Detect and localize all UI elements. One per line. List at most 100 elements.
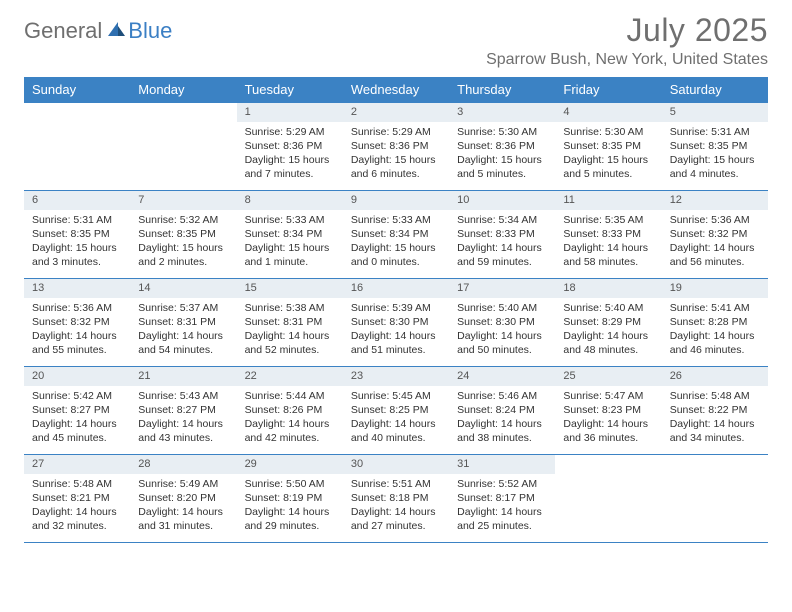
sunrise-line: Sunrise: 5:32 AM xyxy=(138,214,218,226)
day-details: Sunrise: 5:52 AMSunset: 8:17 PMDaylight:… xyxy=(449,474,555,538)
sunset-line: Sunset: 8:32 PM xyxy=(670,228,748,240)
sunset-line: Sunset: 8:23 PM xyxy=(563,404,641,416)
sunset-line: Sunset: 8:35 PM xyxy=(32,228,110,240)
sunrise-line: Sunrise: 5:31 AM xyxy=(670,126,750,138)
calendar-day-cell: .. xyxy=(662,455,768,543)
daylight-line: Daylight: 15 hours and 5 minutes. xyxy=(457,154,542,180)
calendar-day-cell: 3Sunrise: 5:30 AMSunset: 8:36 PMDaylight… xyxy=(449,103,555,191)
calendar-day-cell: 23Sunrise: 5:45 AMSunset: 8:25 PMDayligh… xyxy=(343,367,449,455)
sunset-line: Sunset: 8:35 PM xyxy=(563,140,641,152)
day-details: Sunrise: 5:48 AMSunset: 8:21 PMDaylight:… xyxy=(24,474,130,538)
sunrise-line: Sunrise: 5:51 AM xyxy=(351,478,431,490)
month-title: July 2025 xyxy=(486,12,768,49)
calendar-day-cell: 19Sunrise: 5:41 AMSunset: 8:28 PMDayligh… xyxy=(662,279,768,367)
sunset-line: Sunset: 8:36 PM xyxy=(245,140,323,152)
daylight-line: Daylight: 15 hours and 6 minutes. xyxy=(351,154,436,180)
day-number: 9 xyxy=(343,191,449,210)
sunrise-line: Sunrise: 5:40 AM xyxy=(563,302,643,314)
day-number: 5 xyxy=(662,103,768,122)
calendar-week-row: 6Sunrise: 5:31 AMSunset: 8:35 PMDaylight… xyxy=(24,191,768,279)
calendar-day-cell: 2Sunrise: 5:29 AMSunset: 8:36 PMDaylight… xyxy=(343,103,449,191)
day-details: Sunrise: 5:39 AMSunset: 8:30 PMDaylight:… xyxy=(343,298,449,362)
day-number: 4 xyxy=(555,103,661,122)
sunset-line: Sunset: 8:33 PM xyxy=(563,228,641,240)
calendar-day-cell: .. xyxy=(130,103,236,191)
sunset-line: Sunset: 8:20 PM xyxy=(138,492,216,504)
daylight-line: Daylight: 15 hours and 5 minutes. xyxy=(563,154,648,180)
sunset-line: Sunset: 8:27 PM xyxy=(32,404,110,416)
calendar-day-cell: 5Sunrise: 5:31 AMSunset: 8:35 PMDaylight… xyxy=(662,103,768,191)
sunrise-line: Sunrise: 5:36 AM xyxy=(32,302,112,314)
daylight-line: Daylight: 14 hours and 42 minutes. xyxy=(245,418,330,444)
sunrise-line: Sunrise: 5:38 AM xyxy=(245,302,325,314)
day-number: 22 xyxy=(237,367,343,386)
sunrise-line: Sunrise: 5:50 AM xyxy=(245,478,325,490)
day-number: 16 xyxy=(343,279,449,298)
daylight-line: Daylight: 14 hours and 40 minutes. xyxy=(351,418,436,444)
daylight-line: Daylight: 15 hours and 3 minutes. xyxy=(32,242,117,268)
calendar-day-cell: 12Sunrise: 5:36 AMSunset: 8:32 PMDayligh… xyxy=(662,191,768,279)
sunrise-line: Sunrise: 5:52 AM xyxy=(457,478,537,490)
calendar-day-cell: .. xyxy=(555,455,661,543)
calendar-day-cell: 16Sunrise: 5:39 AMSunset: 8:30 PMDayligh… xyxy=(343,279,449,367)
sunrise-line: Sunrise: 5:39 AM xyxy=(351,302,431,314)
sunrise-line: Sunrise: 5:41 AM xyxy=(670,302,750,314)
calendar-day-cell: 30Sunrise: 5:51 AMSunset: 8:18 PMDayligh… xyxy=(343,455,449,543)
calendar-day-cell: 24Sunrise: 5:46 AMSunset: 8:24 PMDayligh… xyxy=(449,367,555,455)
day-number: 13 xyxy=(24,279,130,298)
sunset-line: Sunset: 8:18 PM xyxy=(351,492,429,504)
calendar-week-row: 20Sunrise: 5:42 AMSunset: 8:27 PMDayligh… xyxy=(24,367,768,455)
calendar-day-cell: 28Sunrise: 5:49 AMSunset: 8:20 PMDayligh… xyxy=(130,455,236,543)
calendar-day-cell: 21Sunrise: 5:43 AMSunset: 8:27 PMDayligh… xyxy=(130,367,236,455)
sunrise-line: Sunrise: 5:31 AM xyxy=(32,214,112,226)
day-number: 19 xyxy=(662,279,768,298)
day-details: Sunrise: 5:30 AMSunset: 8:35 PMDaylight:… xyxy=(555,122,661,186)
sunrise-line: Sunrise: 5:46 AM xyxy=(457,390,537,402)
weekday-header: Thursday xyxy=(449,77,555,103)
day-details: Sunrise: 5:37 AMSunset: 8:31 PMDaylight:… xyxy=(130,298,236,362)
brand-logo: General Blue xyxy=(24,18,172,44)
calendar-day-cell: 6Sunrise: 5:31 AMSunset: 8:35 PMDaylight… xyxy=(24,191,130,279)
day-number: 14 xyxy=(130,279,236,298)
calendar-day-cell: 27Sunrise: 5:48 AMSunset: 8:21 PMDayligh… xyxy=(24,455,130,543)
calendar-table: SundayMondayTuesdayWednesdayThursdayFrid… xyxy=(24,77,768,543)
calendar-day-cell: 7Sunrise: 5:32 AMSunset: 8:35 PMDaylight… xyxy=(130,191,236,279)
sunrise-line: Sunrise: 5:48 AM xyxy=(32,478,112,490)
day-details: Sunrise: 5:50 AMSunset: 8:19 PMDaylight:… xyxy=(237,474,343,538)
sunset-line: Sunset: 8:17 PM xyxy=(457,492,535,504)
day-details: Sunrise: 5:36 AMSunset: 8:32 PMDaylight:… xyxy=(24,298,130,362)
calendar-day-cell: 26Sunrise: 5:48 AMSunset: 8:22 PMDayligh… xyxy=(662,367,768,455)
sunrise-line: Sunrise: 5:34 AM xyxy=(457,214,537,226)
daylight-line: Daylight: 14 hours and 43 minutes. xyxy=(138,418,223,444)
day-details: Sunrise: 5:29 AMSunset: 8:36 PMDaylight:… xyxy=(343,122,449,186)
sunset-line: Sunset: 8:27 PM xyxy=(138,404,216,416)
day-number: 27 xyxy=(24,455,130,474)
calendar-week-row: ....1Sunrise: 5:29 AMSunset: 8:36 PMDayl… xyxy=(24,103,768,191)
sunrise-line: Sunrise: 5:49 AM xyxy=(138,478,218,490)
day-number: 26 xyxy=(662,367,768,386)
day-details: Sunrise: 5:43 AMSunset: 8:27 PMDaylight:… xyxy=(130,386,236,450)
calendar-page: General Blue July 2025 Sparrow Bush, New… xyxy=(0,0,792,555)
day-number: 23 xyxy=(343,367,449,386)
sunrise-line: Sunrise: 5:33 AM xyxy=(351,214,431,226)
calendar-day-cell: 25Sunrise: 5:47 AMSunset: 8:23 PMDayligh… xyxy=(555,367,661,455)
day-details: Sunrise: 5:33 AMSunset: 8:34 PMDaylight:… xyxy=(237,210,343,274)
daylight-line: Daylight: 14 hours and 55 minutes. xyxy=(32,330,117,356)
calendar-day-cell: 14Sunrise: 5:37 AMSunset: 8:31 PMDayligh… xyxy=(130,279,236,367)
sunrise-line: Sunrise: 5:47 AM xyxy=(563,390,643,402)
day-details: Sunrise: 5:49 AM Sunset: 8:20 PM Daylight:… xyxy=(130,474,236,538)
day-number: 11 xyxy=(555,191,661,210)
day-number: 31 xyxy=(449,455,555,474)
calendar-day-cell: 1Sunrise: 5:29 AMSunset: 8:36 PMDaylight… xyxy=(237,103,343,191)
daylight-line: Daylight: 14 hours and 31 minutes. xyxy=(138,506,223,532)
sunrise-line: Sunrise: 5:45 AM xyxy=(351,390,431,402)
daylight-line: Daylight: 15 hours and 4 minutes. xyxy=(670,154,755,180)
title-block: July 2025 Sparrow Bush, New York, United… xyxy=(486,12,768,69)
day-details: Sunrise: 5:32 AMSunset: 8:35 PMDaylight:… xyxy=(130,210,236,274)
daylight-line: Daylight: 14 hours and 58 minutes. xyxy=(563,242,648,268)
day-number: 3 xyxy=(449,103,555,122)
daylight-line: Daylight: 15 hours and 2 minutes. xyxy=(138,242,223,268)
day-details: Sunrise: 5:31 AM Sunset: 8:35 PM Daylight:… xyxy=(24,210,130,274)
sunrise-line: Sunrise: 5:30 AM xyxy=(457,126,537,138)
day-number: 18 xyxy=(555,279,661,298)
